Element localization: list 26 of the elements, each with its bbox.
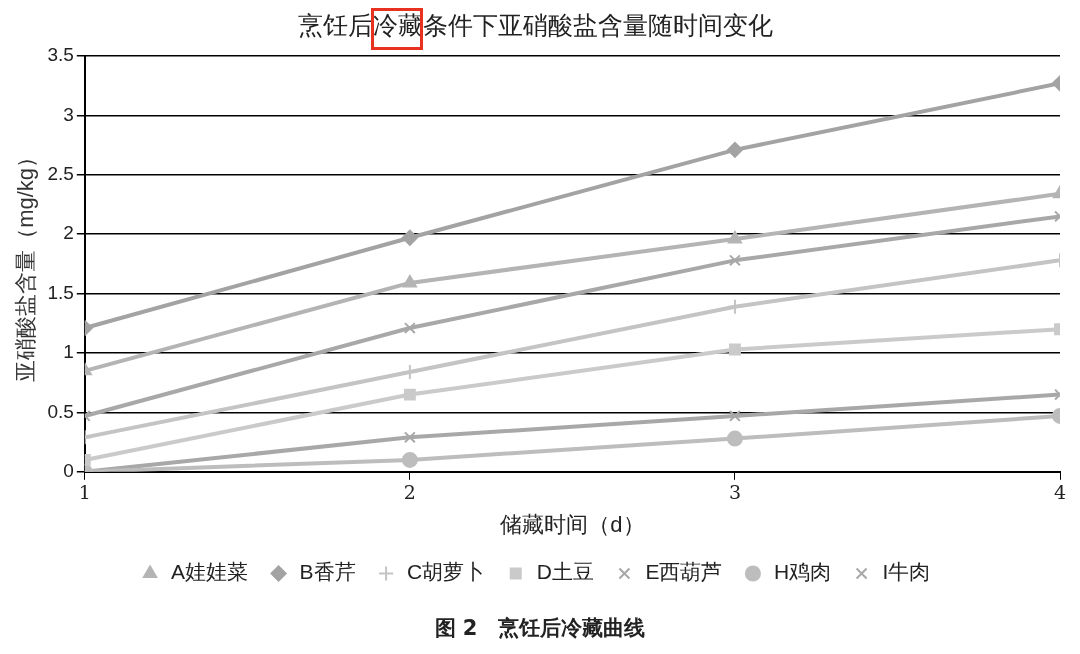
legend-label: I牛肉: [882, 560, 931, 584]
x-axis-title: 储藏时间（d）: [500, 511, 645, 537]
x-tick-label: 3: [728, 481, 741, 504]
y-tick-label: 1: [63, 341, 74, 363]
y-tick-label: 0: [63, 460, 74, 482]
legend-label: E西葫芦: [645, 560, 723, 584]
y-tick-label: 3: [63, 103, 74, 125]
x-tick-label: 1: [78, 481, 91, 504]
y-tick-label: 2: [63, 222, 74, 244]
caption: 图 2 烹饪后冷藏曲线: [434, 616, 646, 641]
legend-label: H鸡肉: [773, 560, 832, 584]
y-axis-title: 亚硝酸盐含量（mg/kg）: [13, 145, 39, 382]
legend-label: D土豆: [536, 560, 594, 584]
x-tick-label: 2: [403, 481, 416, 504]
y-tick-label: 1.5: [47, 281, 74, 303]
legend-label: C胡萝卜: [407, 560, 486, 584]
y-tick-label: 2.5: [47, 163, 74, 185]
point: [726, 430, 743, 447]
legend-label: B香芹: [299, 560, 356, 584]
point: [403, 431, 416, 444]
y-tick-label: 0.5: [47, 400, 74, 422]
legend-label: A娃娃菜: [171, 560, 249, 584]
point: [728, 410, 741, 422]
y-tick-label: 3.5: [47, 44, 74, 66]
point: [401, 451, 418, 468]
x-tick-label: 4: [1053, 481, 1067, 504]
